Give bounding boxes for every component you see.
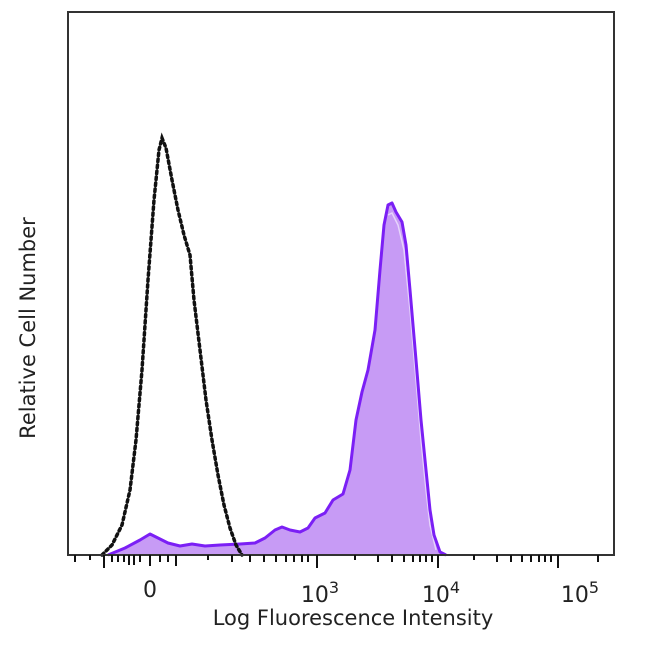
isotype-control-line [100, 132, 244, 557]
plot-frame [67, 11, 615, 556]
x-tick-label-1e4: 104 [421, 578, 461, 608]
x-tick-label-0: 0 [143, 578, 157, 603]
stained-sample-inner-line [387, 211, 437, 551]
stained-sample-area [108, 203, 446, 555]
stained-sample-line [107, 201, 447, 557]
x-tick-label-1e3: 103 [300, 578, 340, 608]
y-axis-label: Relative Cell Number [16, 217, 40, 439]
x-tick-label-1e5: 105 [560, 578, 600, 608]
x-axis-label: Log Fluorescence Intensity [212, 606, 494, 630]
x-axis-ticks [74, 555, 599, 568]
